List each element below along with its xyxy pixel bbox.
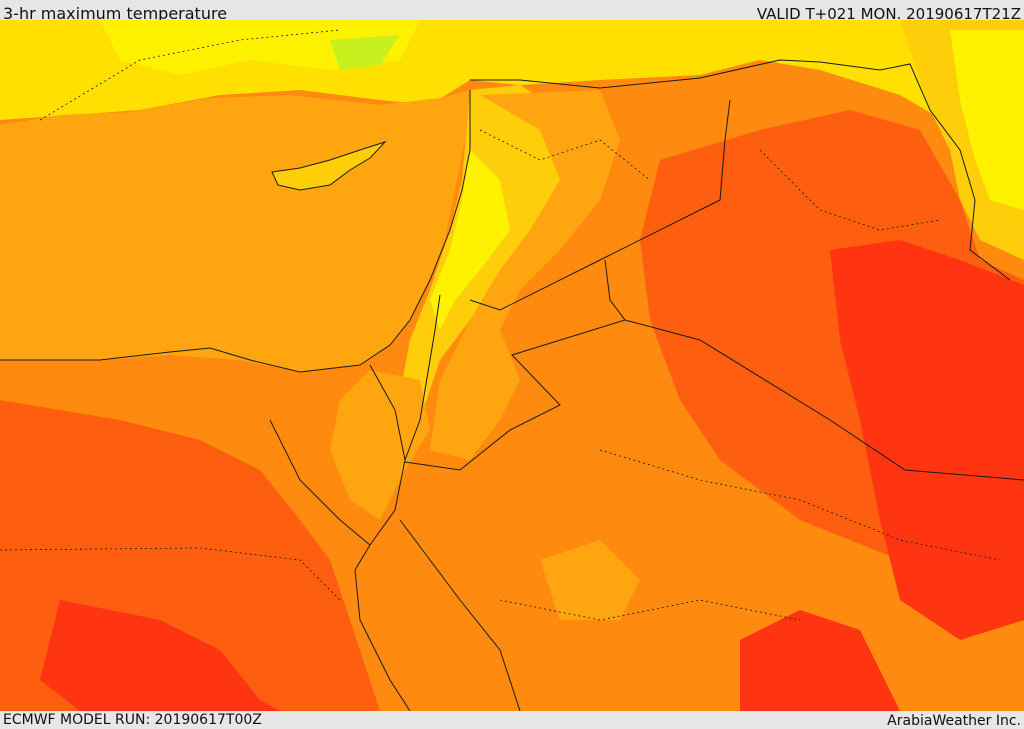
sinai-warm — [330, 370, 430, 520]
province-borders — [0, 29, 1001, 621]
levant-yellow-strip — [430, 150, 510, 330]
valid-time: VALID T+021 MON. 20190617T21Z — [756, 5, 1021, 23]
header-bar — [0, 0, 1024, 20]
north-green-patch — [330, 35, 400, 70]
northeast-yellow — [950, 30, 1024, 210]
model-run-label: ECMWF MODEL RUN: 20190617T00Z — [3, 712, 262, 728]
egypt-very-hot — [40, 600, 280, 711]
saudi-very-hot-south — [740, 610, 900, 711]
temperature-map[interactable] — [0, 20, 1024, 711]
map-title: 3-hr maximum temperature — [3, 4, 228, 23]
levant-cool-strip — [395, 85, 580, 470]
saudi-mild-patch — [540, 540, 640, 620]
credit-label: ArabiaWeather Inc. — [887, 713, 1021, 729]
cyprus-island — [271, 140, 387, 191]
mediterranean-sea — [0, 90, 470, 372]
footer-bar — [0, 711, 1024, 729]
iraq-very-hot — [830, 240, 1024, 640]
borders — [0, 59, 1024, 711]
syria-mild-zone — [430, 90, 620, 460]
